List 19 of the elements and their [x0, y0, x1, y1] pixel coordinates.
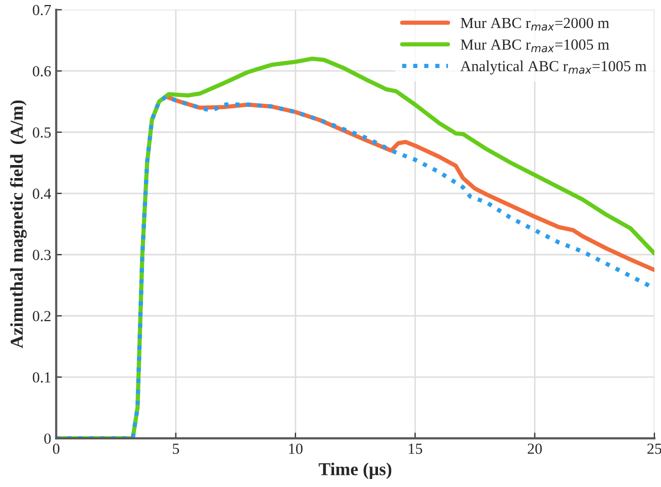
x-tick-label: 0 — [52, 444, 60, 454]
x-tick-label: 10 — [289, 444, 303, 454]
x-axis-title: Time (μs) — [318, 462, 392, 479]
x-tick-label: 20 — [528, 444, 542, 454]
x-tick-label: 25 — [647, 444, 661, 454]
legend-label: Mur ABC r$_{max}$=2000 m — [460, 18, 610, 31]
y-tick-label: 0.4 — [32, 188, 52, 199]
y-tick-label: 0.2 — [32, 310, 50, 322]
y-tick-label: 0.1 — [32, 372, 50, 383]
y-axis-title: Azimuthal magnetic field (A/m) — [10, 100, 27, 348]
y-tick-label: 0 — [44, 433, 51, 444]
y-tick-label: 0.7 — [32, 4, 51, 16]
y-tick-label: 0.5 — [32, 127, 51, 138]
x-tick-label: 5 — [172, 444, 180, 454]
legend-label: Analytical ABC r$_{max}$=1005 m — [460, 60, 646, 74]
x-tick-label: 15 — [408, 444, 422, 454]
legend-label: Mur ABC r$_{max}$=1005 m — [460, 39, 610, 52]
y-tick-label: 0.3 — [32, 250, 51, 260]
y-tick-label: 0.6 — [32, 66, 51, 76]
